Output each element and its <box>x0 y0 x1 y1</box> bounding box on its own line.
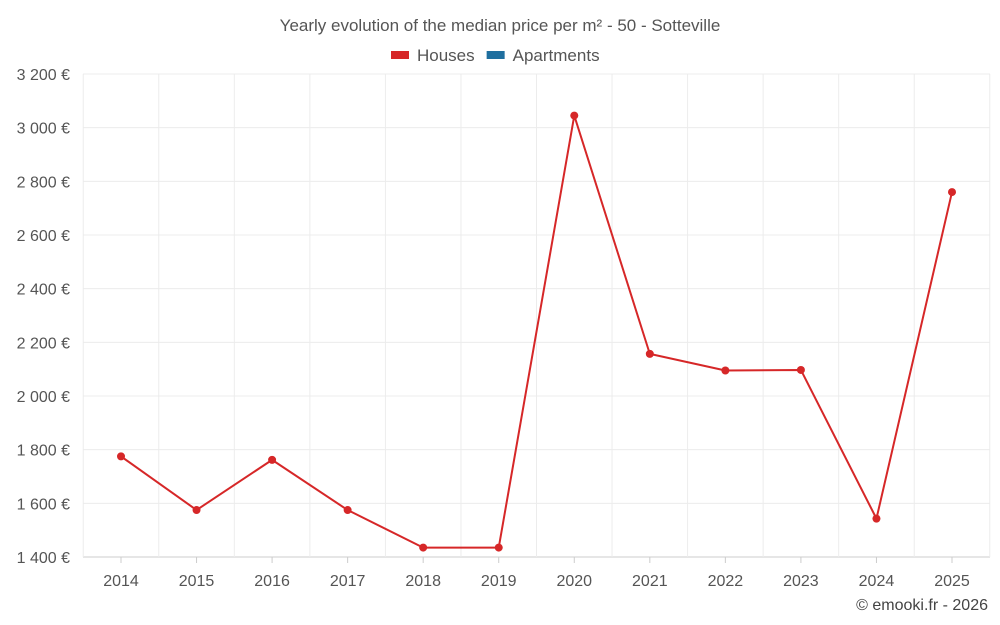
legend: Houses Apartments <box>391 46 600 65</box>
legend-swatch-apartments <box>486 51 505 59</box>
legend-swatch-houses <box>391 51 409 59</box>
data-point <box>117 452 125 461</box>
data-point <box>192 506 201 515</box>
data-point <box>872 514 881 523</box>
chart-title: Yearly evolution of the median price per… <box>280 16 721 35</box>
data-point <box>268 455 277 464</box>
y-tick-label: 1 800 € <box>17 443 70 460</box>
series-layer <box>117 111 956 552</box>
data-point <box>645 349 654 358</box>
y-tick-label: 1 600 € <box>17 496 70 513</box>
y-tick-label: 2 400 € <box>17 282 70 299</box>
x-tick-label: 2021 <box>632 573 668 590</box>
data-point <box>570 111 579 120</box>
data-point <box>343 506 352 515</box>
y-tick-label: 3 200 € <box>17 67 70 84</box>
data-point <box>419 543 428 552</box>
x-tick-label: 2025 <box>934 573 970 590</box>
y-tick-label: 2 200 € <box>17 335 70 352</box>
data-point <box>948 188 956 197</box>
x-tick-label: 2018 <box>405 573 441 590</box>
legend-label-apartments: Apartments <box>513 46 600 65</box>
grid <box>82 73 991 558</box>
x-axis: 2014 2015 2016 2017 2018 2019 2020 2021 2022 2023… <box>103 557 970 590</box>
y-tick-label: 3 000 € <box>17 121 70 138</box>
data-point <box>721 366 730 375</box>
series-line-houses <box>120 114 953 549</box>
credit-text: © emooki.fr - 2026 <box>856 597 988 614</box>
x-tick-label: 2024 <box>859 573 895 590</box>
x-tick-label: 2014 <box>103 573 139 590</box>
x-tick-label: 2022 <box>708 573 744 590</box>
y-tick-label: 2 600 € <box>17 228 70 245</box>
x-tick-label: 2016 <box>254 573 290 590</box>
data-point <box>494 543 503 552</box>
y-tick-label: 2 000 € <box>17 389 70 406</box>
y-axis: 1 400 € 1 600 € 1 800 € 2 000 € 2 200 € 2 400… <box>17 67 70 567</box>
legend-label-houses: Houses <box>417 46 475 65</box>
y-tick-label: 2 800 € <box>17 174 70 191</box>
y-tick-label: 1 400 € <box>17 550 70 567</box>
x-tick-label: 2020 <box>556 573 592 590</box>
x-tick-label: 2023 <box>783 573 819 590</box>
x-tick-label: 2015 <box>179 573 215 590</box>
x-tick-label: 2019 <box>481 573 517 590</box>
x-tick-label: 2017 <box>330 573 366 590</box>
data-point <box>796 365 805 374</box>
